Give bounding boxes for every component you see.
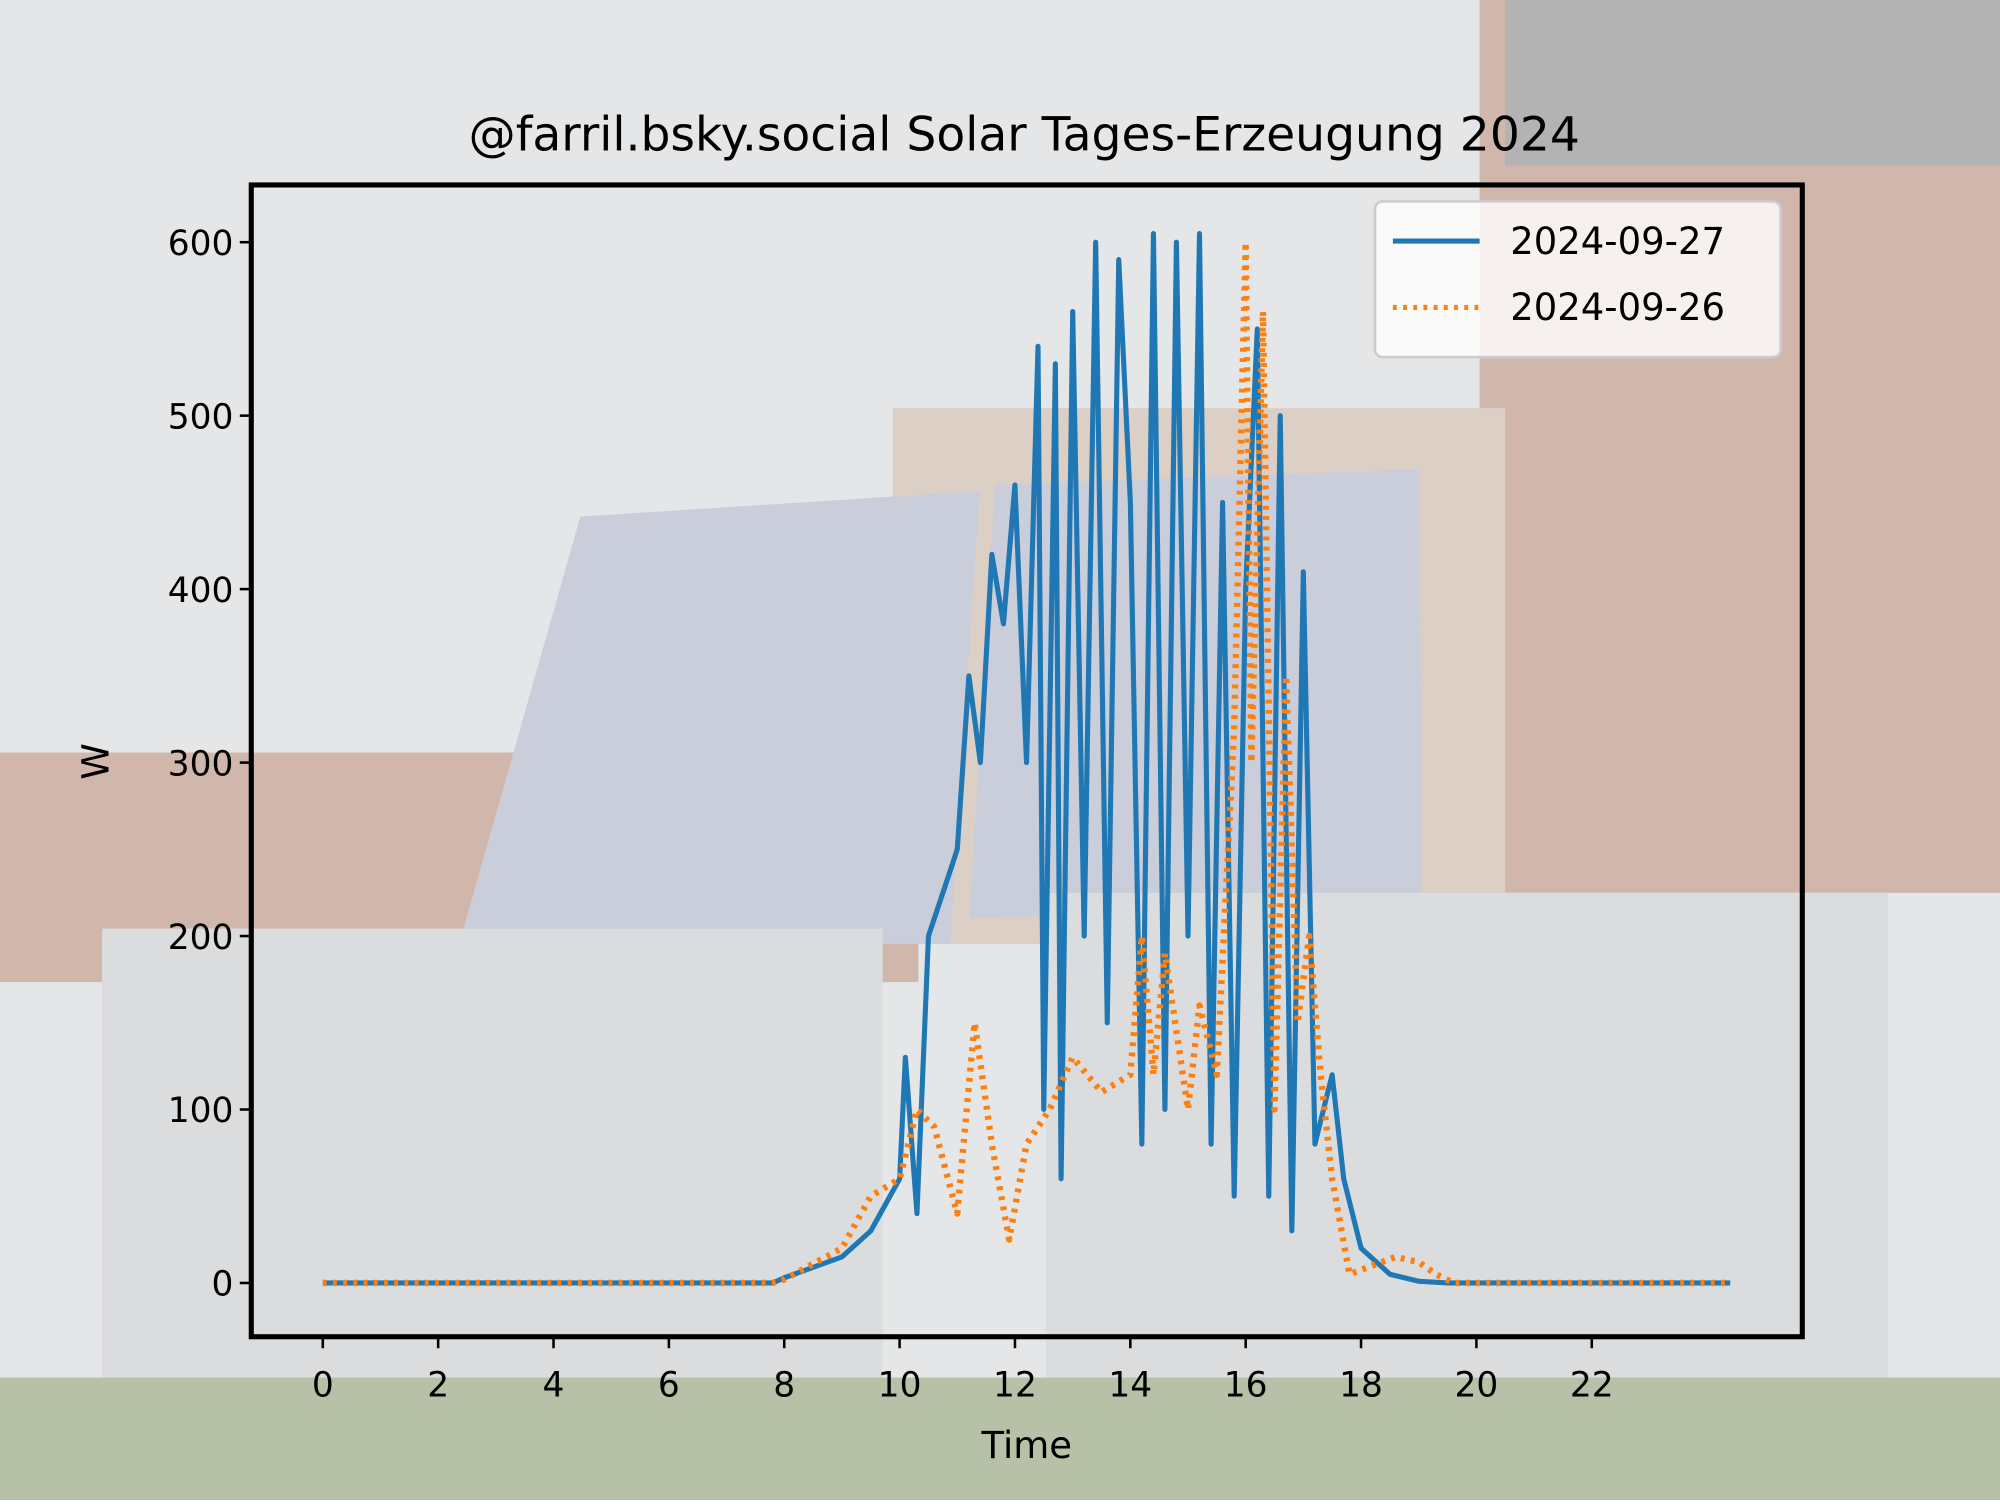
- x-tick-label: 2: [427, 1366, 449, 1406]
- x-tick-label: 22: [1570, 1366, 1614, 1406]
- x-tick-label: 20: [1454, 1366, 1498, 1406]
- y-tick-label: 300: [168, 744, 234, 784]
- x-tick-label: 12: [993, 1366, 1037, 1406]
- y-tick-label: 0: [212, 1265, 234, 1305]
- series-line: [322, 230, 1731, 1286]
- x-tick-label: 0: [312, 1366, 334, 1406]
- legend-label: 2024-09-26: [1510, 286, 1725, 329]
- legend-label: 2024-09-27: [1510, 220, 1725, 263]
- x-tick-label: 14: [1108, 1366, 1152, 1406]
- x-tick-label: 8: [773, 1366, 795, 1406]
- x-tick-label: 18: [1339, 1366, 1383, 1406]
- y-tick-label: 500: [168, 397, 234, 437]
- x-axis-label: Time: [981, 1424, 1072, 1467]
- x-tick-label: 10: [878, 1366, 922, 1406]
- y-tick-label: 400: [168, 571, 234, 611]
- x-tick-label: 16: [1224, 1366, 1268, 1406]
- y-axis-label: W: [74, 743, 117, 780]
- plot-frame: [248, 182, 1805, 1340]
- y-tick-label: 100: [168, 1091, 234, 1131]
- x-tick-label: 4: [543, 1366, 565, 1406]
- chart-title: @farril.bsky.social Solar Tages-Erzeugun…: [469, 108, 1580, 163]
- legend: 2024-09-27 2024-09-26: [1373, 200, 1782, 359]
- x-tick-label: 6: [658, 1366, 680, 1406]
- series-line: [322, 239, 1731, 1287]
- y-tick-label: 600: [168, 224, 234, 264]
- y-tick-label: 200: [168, 918, 234, 958]
